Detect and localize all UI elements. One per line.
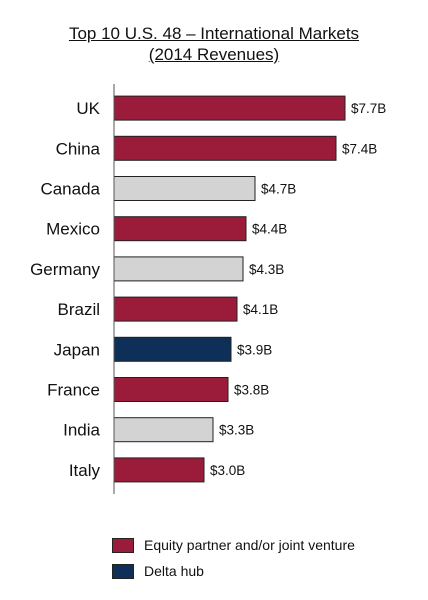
bar-italy — [113, 457, 205, 483]
value-label-india: $3.3B — [219, 423, 254, 438]
legend-item-hub: Delta hub — [112, 561, 204, 581]
value-label-brazil: $4.1B — [243, 302, 278, 317]
value-label-uk: $7.7B — [351, 101, 386, 116]
bar-mexico — [113, 216, 247, 242]
legend-swatch-hub — [112, 563, 134, 579]
bar-canada — [113, 176, 256, 201]
category-label-germany: Germany — [30, 260, 100, 279]
bar-japan — [113, 336, 232, 362]
legend-label-hub: Delta hub — [144, 563, 204, 579]
value-label-canada: $4.7B — [261, 182, 296, 197]
category-label-france: France — [47, 381, 100, 400]
legend-label-equity: Equity partner and/or joint venture — [144, 537, 355, 553]
category-label-india: India — [63, 421, 100, 440]
category-label-italy: Italy — [69, 461, 101, 480]
value-label-mexico: $4.4B — [252, 222, 287, 237]
category-label-brazil: Brazil — [57, 300, 100, 319]
chart-subtitle: (2014 Revenues) — [148, 45, 280, 64]
bar-india — [113, 417, 214, 443]
value-label-china: $7.4B — [342, 141, 377, 156]
legend-item-equity: Equity partner and/or joint venture — [112, 535, 355, 555]
bar-china — [113, 135, 337, 161]
value-label-japan: $3.9B — [237, 342, 272, 357]
bar-france — [113, 377, 229, 402]
value-label-germany: $4.3B — [249, 262, 284, 277]
legend-swatch-equity — [112, 537, 134, 553]
chart-title: Top 10 U.S. 48 – International Markets — [68, 24, 360, 43]
category-label-china: China — [56, 139, 101, 158]
category-label-japan: Japan — [54, 340, 100, 359]
bar-germany — [113, 256, 244, 282]
category-label-uk: UK — [76, 99, 100, 118]
category-label-canada: Canada — [40, 180, 100, 199]
category-label-mexico: Mexico — [46, 220, 100, 239]
bar-brazil — [113, 296, 238, 322]
value-label-italy: $3.0B — [210, 463, 245, 478]
value-label-france: $3.8B — [234, 383, 269, 398]
bar-uk — [113, 95, 346, 121]
